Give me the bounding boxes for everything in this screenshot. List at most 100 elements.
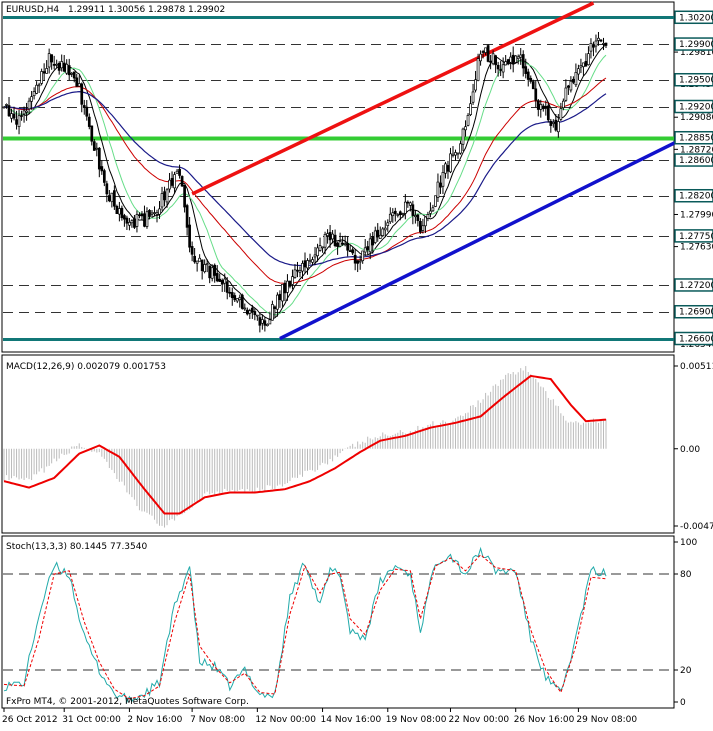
candle-body <box>539 104 543 110</box>
candle-body <box>45 68 48 74</box>
candle-body <box>95 147 99 150</box>
candle-body <box>524 66 528 74</box>
stoch-label: Stoch(13,3,3) 80.1445 77.3540 <box>6 542 147 552</box>
candle-body <box>160 193 164 208</box>
candle-body <box>574 72 578 86</box>
candle-body <box>353 254 357 264</box>
candle-body <box>215 273 219 282</box>
candle-body <box>544 106 548 109</box>
candle-body <box>469 103 472 115</box>
candle-body <box>411 204 415 216</box>
candle-body <box>52 63 56 66</box>
ma-red-line <box>3 77 607 285</box>
level-label-1: 1.29900 <box>679 40 713 50</box>
macd-histogram <box>3 366 607 528</box>
candle-body <box>87 116 91 127</box>
candle-body <box>210 267 214 279</box>
macd-signal-line <box>3 374 607 515</box>
candle-body <box>526 71 530 80</box>
candle-body <box>183 184 186 208</box>
candle-body <box>153 212 156 214</box>
candle-body <box>77 83 81 87</box>
candle-body <box>421 225 425 231</box>
price-tick-label-0: 1.29810 <box>680 48 713 58</box>
candle-body <box>599 39 603 42</box>
candle-body <box>140 213 144 217</box>
candle-body <box>383 227 387 231</box>
level-label-box-0 <box>674 10 713 25</box>
candles <box>2 31 608 333</box>
candle-body <box>476 58 480 81</box>
time-tick-label-6: 19 Nov 08:00 <box>386 715 447 725</box>
candle-body <box>489 60 492 63</box>
candle-body <box>102 170 106 183</box>
candle-body <box>90 125 94 142</box>
macd-panel: 0.00511 0.00 -0.00477 <box>3 362 713 532</box>
candle-body <box>123 215 126 220</box>
candle-body <box>82 105 86 108</box>
candle-body <box>180 176 184 187</box>
stochastic-panel: 100 80 20 0 <box>3 538 697 708</box>
candle-body <box>65 63 69 74</box>
candle-body <box>499 69 502 71</box>
macd-tick-label-0: 0.00511 <box>680 362 713 372</box>
quote-low: 1.29878 <box>148 5 185 15</box>
candle-body <box>105 183 109 195</box>
time-tick-label-2: 2 Nov 16:00 <box>127 715 182 725</box>
main-panel-frame <box>1 1 675 353</box>
candle-body <box>541 105 545 110</box>
level-label-6: 1.28200 <box>679 192 713 202</box>
candle-body <box>306 260 309 269</box>
candle-body <box>313 254 317 258</box>
time-tick-label-9: 29 Nov 08:00 <box>576 715 637 725</box>
candle-body <box>168 179 171 190</box>
level-label-box-6 <box>674 188 713 203</box>
candle-body <box>494 55 497 66</box>
candle-body <box>316 247 319 257</box>
candle-body <box>398 211 402 215</box>
candle-body <box>107 195 111 202</box>
candle-body <box>230 292 234 299</box>
candle-body <box>60 61 64 69</box>
candle-body <box>75 77 79 87</box>
quote-open: 1.29911 <box>68 5 105 15</box>
candle-body <box>426 214 430 219</box>
level-label-box-3 <box>674 99 713 114</box>
candle-body <box>80 83 84 105</box>
candle-body <box>509 56 513 63</box>
time-tick-label-5: 14 Nov 16:00 <box>321 715 382 725</box>
level-label-box-9 <box>674 304 713 319</box>
candle-body <box>281 284 284 302</box>
quote-close: 1.29902 <box>188 5 225 15</box>
candle-body <box>323 234 327 248</box>
candle-body <box>356 260 360 264</box>
candle-body <box>30 96 33 102</box>
candle-body <box>198 257 201 262</box>
candle-body <box>464 126 467 131</box>
candle-body <box>291 276 294 285</box>
candle-body <box>386 222 390 226</box>
candle-body <box>378 234 382 239</box>
candle-body <box>203 264 207 273</box>
candle-body <box>283 282 287 294</box>
candle-body <box>118 208 121 215</box>
level-label-box-7 <box>674 229 713 243</box>
candle-body <box>318 245 322 251</box>
level-label-box-10 <box>674 331 713 346</box>
candle-body <box>278 293 282 301</box>
candle-body <box>173 174 176 189</box>
candle-body <box>328 232 332 241</box>
candle-body <box>589 42 593 52</box>
candle-body <box>120 207 124 219</box>
candle-body <box>567 85 570 88</box>
stoch-tick-label-3: 0 <box>680 698 686 708</box>
candle-body <box>441 172 445 187</box>
candle-body <box>519 54 523 58</box>
candle-body <box>133 218 136 228</box>
candle-body <box>474 79 477 91</box>
time-tick-label-8: 26 Nov 16:00 <box>514 715 575 725</box>
candle-body <box>165 189 169 203</box>
level-label-box-1 <box>674 37 713 51</box>
candle-body <box>346 243 349 251</box>
candle-body <box>92 141 96 151</box>
